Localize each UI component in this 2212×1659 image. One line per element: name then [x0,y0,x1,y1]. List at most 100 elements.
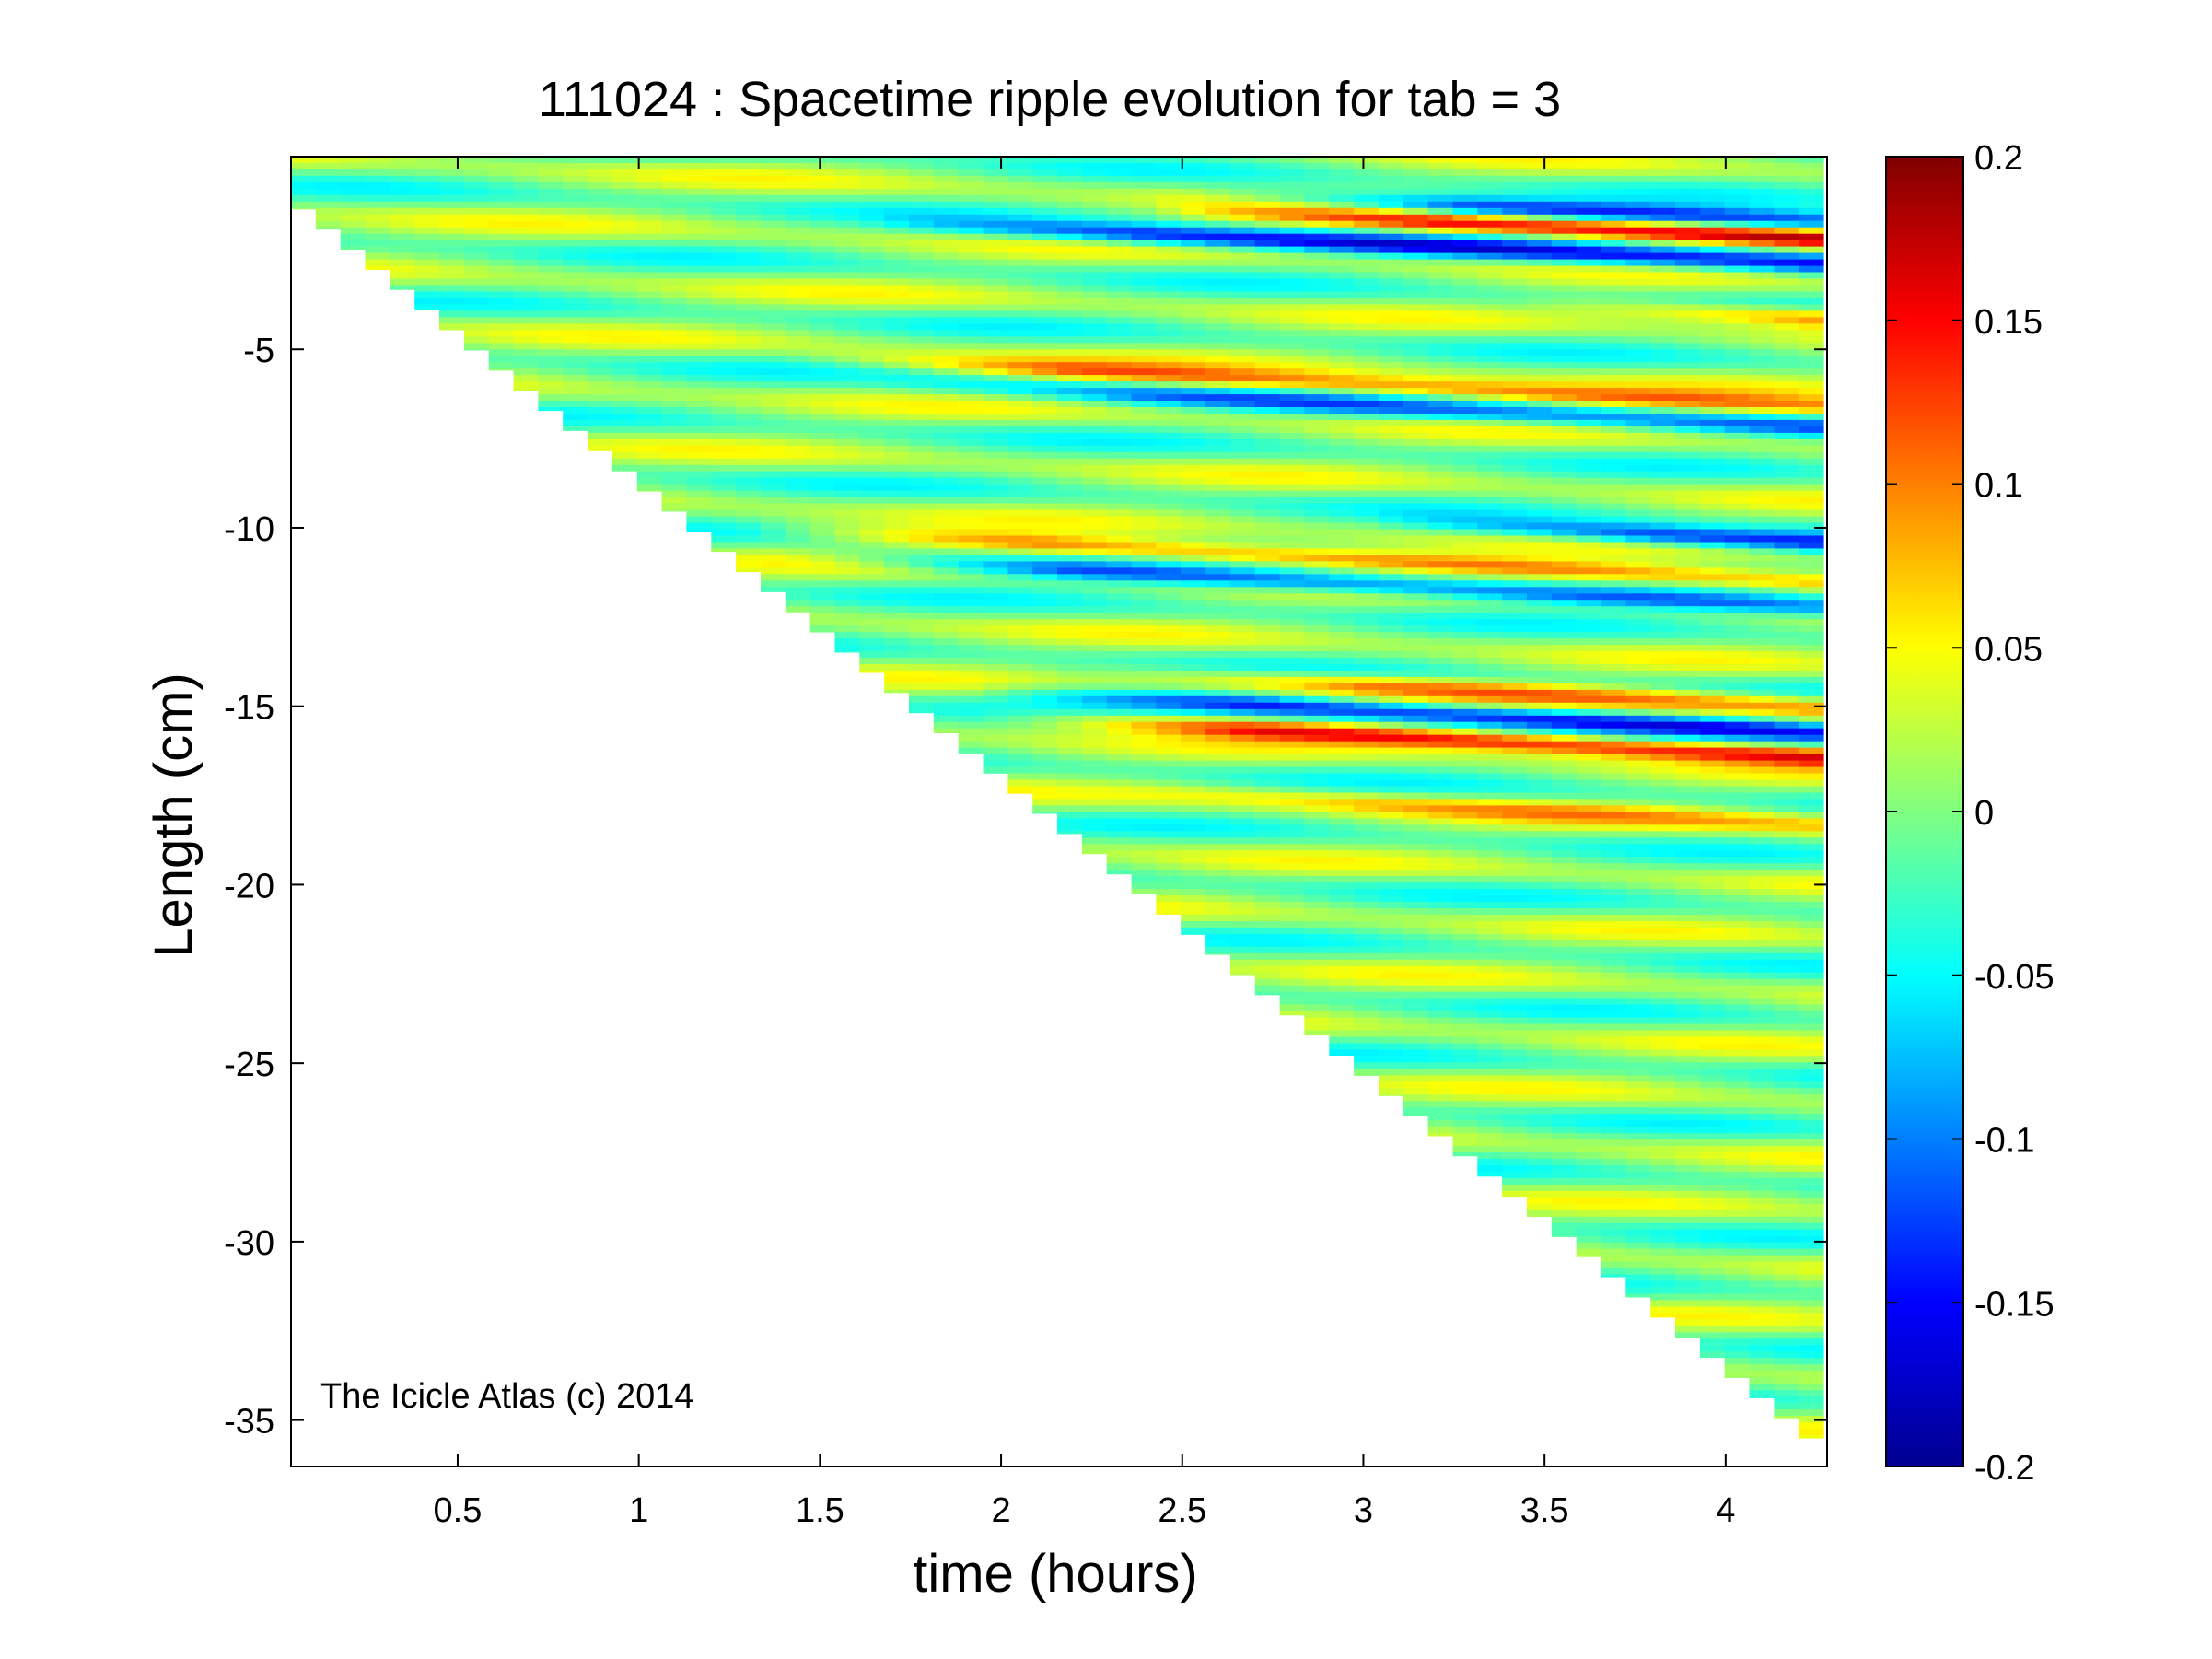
heatmap-cell [1032,561,1058,568]
heatmap-cell [686,362,712,369]
heatmap-cell [1379,220,1404,228]
heatmap-cell [1551,824,1578,832]
heatmap-cell [859,259,885,267]
heatmap-cell [909,246,935,254]
heatmap-cell [1081,272,1108,280]
heatmap-cell [933,265,960,274]
heatmap-cell [686,368,712,376]
heatmap-cell [1181,394,1206,402]
heatmap-cell [1205,927,1231,935]
heatmap-cell [1279,664,1305,672]
heatmap-cell [1081,766,1108,775]
heatmap-cell [1229,702,1256,710]
heatmap-cell [1576,458,1602,466]
heatmap-cell [1576,214,1602,222]
heatmap-cell [958,259,984,267]
heatmap-cell [1625,304,1651,311]
heatmap-cell [1032,362,1058,369]
heatmap-cell [983,330,1008,337]
heatmap-cell [1106,754,1133,762]
heatmap-cell [834,304,860,311]
heatmap-cell [1551,169,1578,177]
heatmap-cell [1329,940,1355,948]
heatmap-cell [1304,336,1330,344]
heatmap-cell [884,419,910,427]
heatmap-cell [414,272,440,280]
heatmap-cell [1576,760,1602,768]
heatmap-cell [636,490,663,492]
heatmap-cell [711,509,737,518]
heatmap-cell [1601,664,1626,672]
heatmap-cell [909,407,935,415]
heatmap-cell [1057,619,1083,626]
heatmap-cell [1452,246,1478,254]
heatmap-cell [1427,272,1453,280]
heatmap-cell [1081,850,1108,855]
heatmap-cell [1576,1229,1602,1237]
heatmap-cell [1279,734,1305,742]
heatmap-cell [340,246,367,250]
heatmap-cell [488,233,515,241]
heatmap-cell [1279,721,1305,730]
heatmap-cell [809,414,835,421]
heatmap-cell [661,471,687,479]
heatmap-cell [1477,1081,1503,1089]
heatmap-cell [983,285,1008,293]
heatmap-cell [1329,252,1355,261]
heatmap-cell [1304,580,1330,588]
heatmap-cell [1551,246,1578,254]
heatmap-cell [1403,760,1429,768]
heatmap-cell [1057,394,1083,402]
heatmap-cell [1427,362,1453,369]
heatmap-cell [1254,555,1281,562]
heatmap-cell [1181,272,1206,280]
heatmap-cell [1502,252,1528,261]
heatmap-cell [611,201,638,209]
heatmap-cell [1551,567,1578,575]
heatmap-cell [1427,175,1453,183]
heatmap-cell [1477,394,1503,402]
heatmap-cell [1452,587,1478,594]
heatmap-cell [365,207,390,216]
heatmap-cell [785,163,811,170]
heatmap-cell [1156,265,1182,274]
heatmap-cell [563,356,588,363]
heatmap-cell [1502,921,1528,929]
heatmap-cell [761,265,786,274]
heatmap-cell [1156,464,1182,473]
heatmap-cell [1106,857,1133,864]
heatmap-cell [1477,356,1503,363]
heatmap-cell [958,497,984,505]
heatmap-cell [1427,915,1453,922]
heatmap-cell [1452,214,1478,222]
heatmap-cell [1403,529,1429,537]
heatmap-cell [1279,870,1305,877]
heatmap-cell [983,214,1008,222]
heatmap-cell [538,394,564,402]
heatmap-cell [1403,349,1429,356]
heatmap-cell [1452,857,1478,864]
heatmap-cell [1452,477,1478,485]
heatmap-cell [1502,265,1528,274]
heatmap-cell [1452,593,1478,601]
heatmap-cell [884,220,910,228]
heatmap-cell [1427,831,1453,838]
heatmap-cell [1527,349,1553,356]
heatmap-cell [1502,863,1528,870]
heatmap-cell [1379,952,1404,961]
heatmap-cell [1131,445,1157,453]
heatmap-cell [1477,227,1503,235]
heatmap-cell [1007,220,1033,228]
heatmap-cell [909,509,935,518]
heatmap-cell [1181,214,1206,222]
heatmap-cell [686,401,712,408]
heatmap-cell [1403,1043,1429,1051]
heatmap-cell [1551,683,1578,691]
heatmap-cell [1254,978,1281,987]
heatmap-cell [1551,471,1578,479]
heatmap-cell [1057,201,1083,209]
heatmap-cell [1601,760,1626,768]
heatmap-cell [1279,349,1305,356]
heatmap-cell [1527,619,1553,626]
heatmap-cell [1576,1120,1602,1127]
